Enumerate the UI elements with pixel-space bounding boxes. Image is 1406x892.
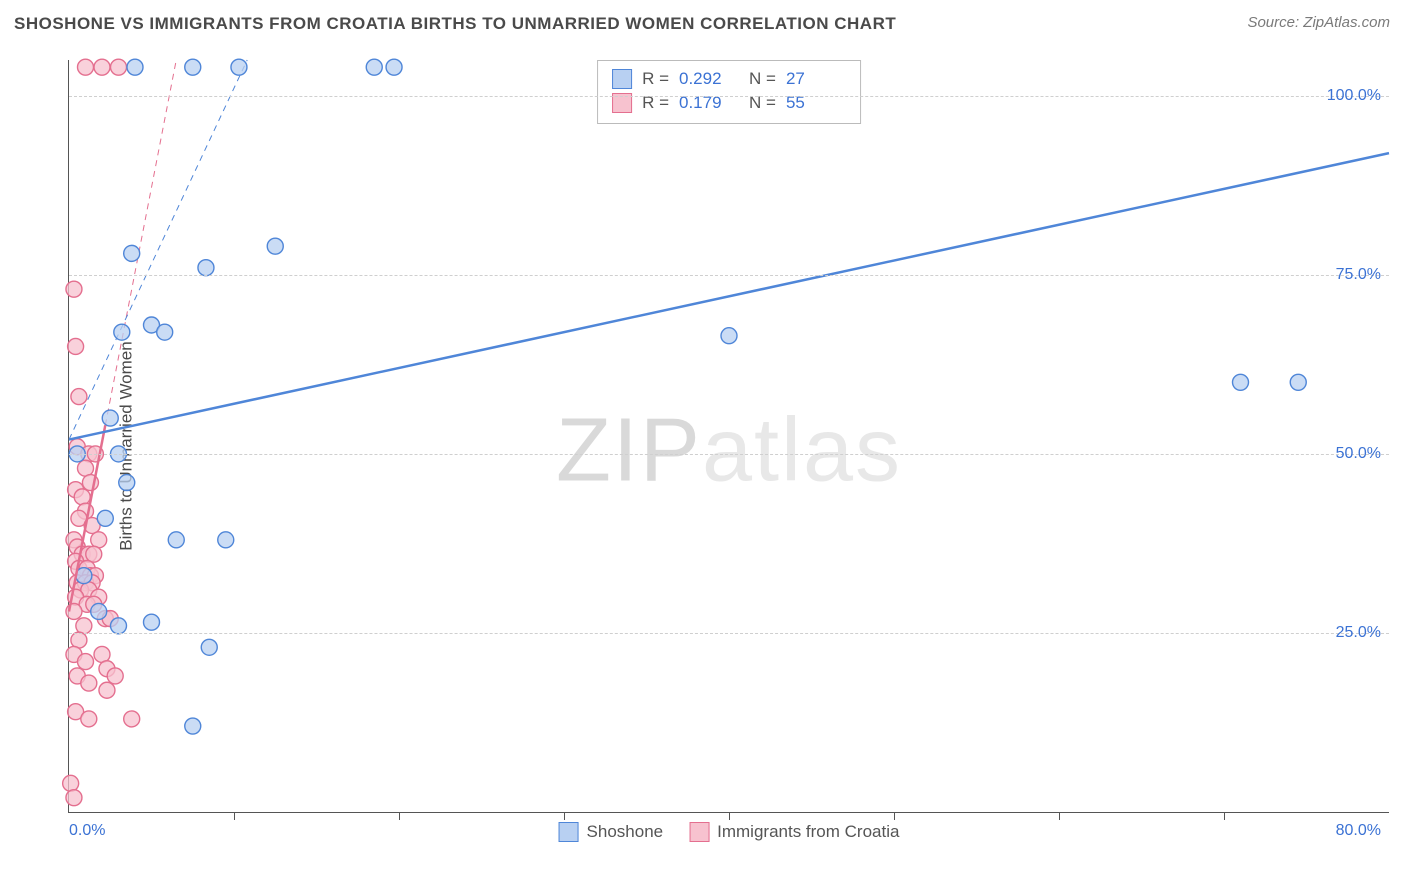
data-point: [102, 410, 118, 426]
data-point: [721, 328, 737, 344]
data-point: [114, 324, 130, 340]
data-point: [267, 238, 283, 254]
trend-line: [69, 60, 247, 440]
y-tick-label: 75.0%: [1336, 266, 1381, 284]
data-point: [198, 260, 214, 276]
source-credit: Source: ZipAtlas.com: [1247, 14, 1390, 31]
trend-line: [105, 60, 176, 425]
data-point: [81, 711, 97, 727]
data-point: [99, 682, 115, 698]
data-point: [76, 618, 92, 634]
data-point: [81, 675, 97, 691]
gridline: [69, 633, 1389, 634]
x-tick: [729, 812, 730, 820]
data-point: [144, 614, 160, 630]
x-tick: [894, 812, 895, 820]
data-point: [74, 489, 90, 505]
trend-line: [69, 153, 1389, 439]
y-tick-label: 50.0%: [1336, 445, 1381, 463]
data-point: [78, 59, 94, 75]
data-point: [218, 532, 234, 548]
x-tick: [399, 812, 400, 820]
data-point: [111, 618, 127, 634]
data-point: [71, 632, 87, 648]
data-point: [66, 603, 82, 619]
data-point: [107, 668, 123, 684]
chart-legend: Shoshone Immigrants from Croatia: [559, 822, 900, 842]
x-tick: [564, 812, 565, 820]
x-axis-max-label: 80.0%: [1336, 822, 1381, 840]
plot-svg: [69, 60, 1389, 812]
data-point: [71, 389, 87, 405]
data-point: [68, 338, 84, 354]
data-point: [111, 59, 127, 75]
x-tick: [234, 812, 235, 820]
data-point: [63, 775, 79, 791]
data-point: [157, 324, 173, 340]
legend-item-series2: Immigrants from Croatia: [689, 822, 899, 842]
square-icon: [559, 822, 579, 842]
legend-label: Immigrants from Croatia: [717, 822, 899, 842]
x-axis-min-label: 0.0%: [69, 822, 105, 840]
data-point: [66, 790, 82, 806]
legend-label: Shoshone: [587, 822, 664, 842]
chart-title: SHOSHONE VS IMMIGRANTS FROM CROATIA BIRT…: [14, 14, 896, 34]
data-point: [201, 639, 217, 655]
gridline: [69, 96, 1389, 97]
y-tick-label: 25.0%: [1336, 624, 1381, 642]
data-point: [366, 59, 382, 75]
data-point: [127, 59, 143, 75]
data-point: [168, 532, 184, 548]
square-icon: [689, 822, 709, 842]
x-tick: [1059, 812, 1060, 820]
data-point: [97, 510, 113, 526]
data-point: [91, 532, 107, 548]
data-point: [94, 646, 110, 662]
data-point: [231, 59, 247, 75]
data-point: [1290, 374, 1306, 390]
gridline: [69, 454, 1389, 455]
gridline: [69, 275, 1389, 276]
data-point: [185, 59, 201, 75]
x-tick: [1224, 812, 1225, 820]
y-tick-label: 100.0%: [1327, 87, 1381, 105]
scatter-plot: ZIPatlas R = 0.292 N = 27 R = 0.179 N = …: [68, 60, 1389, 813]
data-point: [185, 718, 201, 734]
data-point: [124, 245, 140, 261]
data-point: [86, 546, 102, 562]
data-point: [124, 711, 140, 727]
data-point: [78, 654, 94, 670]
data-point: [94, 59, 110, 75]
data-point: [78, 460, 94, 476]
data-point: [1233, 374, 1249, 390]
data-point: [386, 59, 402, 75]
data-point: [91, 603, 107, 619]
data-point: [119, 475, 135, 491]
legend-item-series1: Shoshone: [559, 822, 664, 842]
data-point: [66, 281, 82, 297]
